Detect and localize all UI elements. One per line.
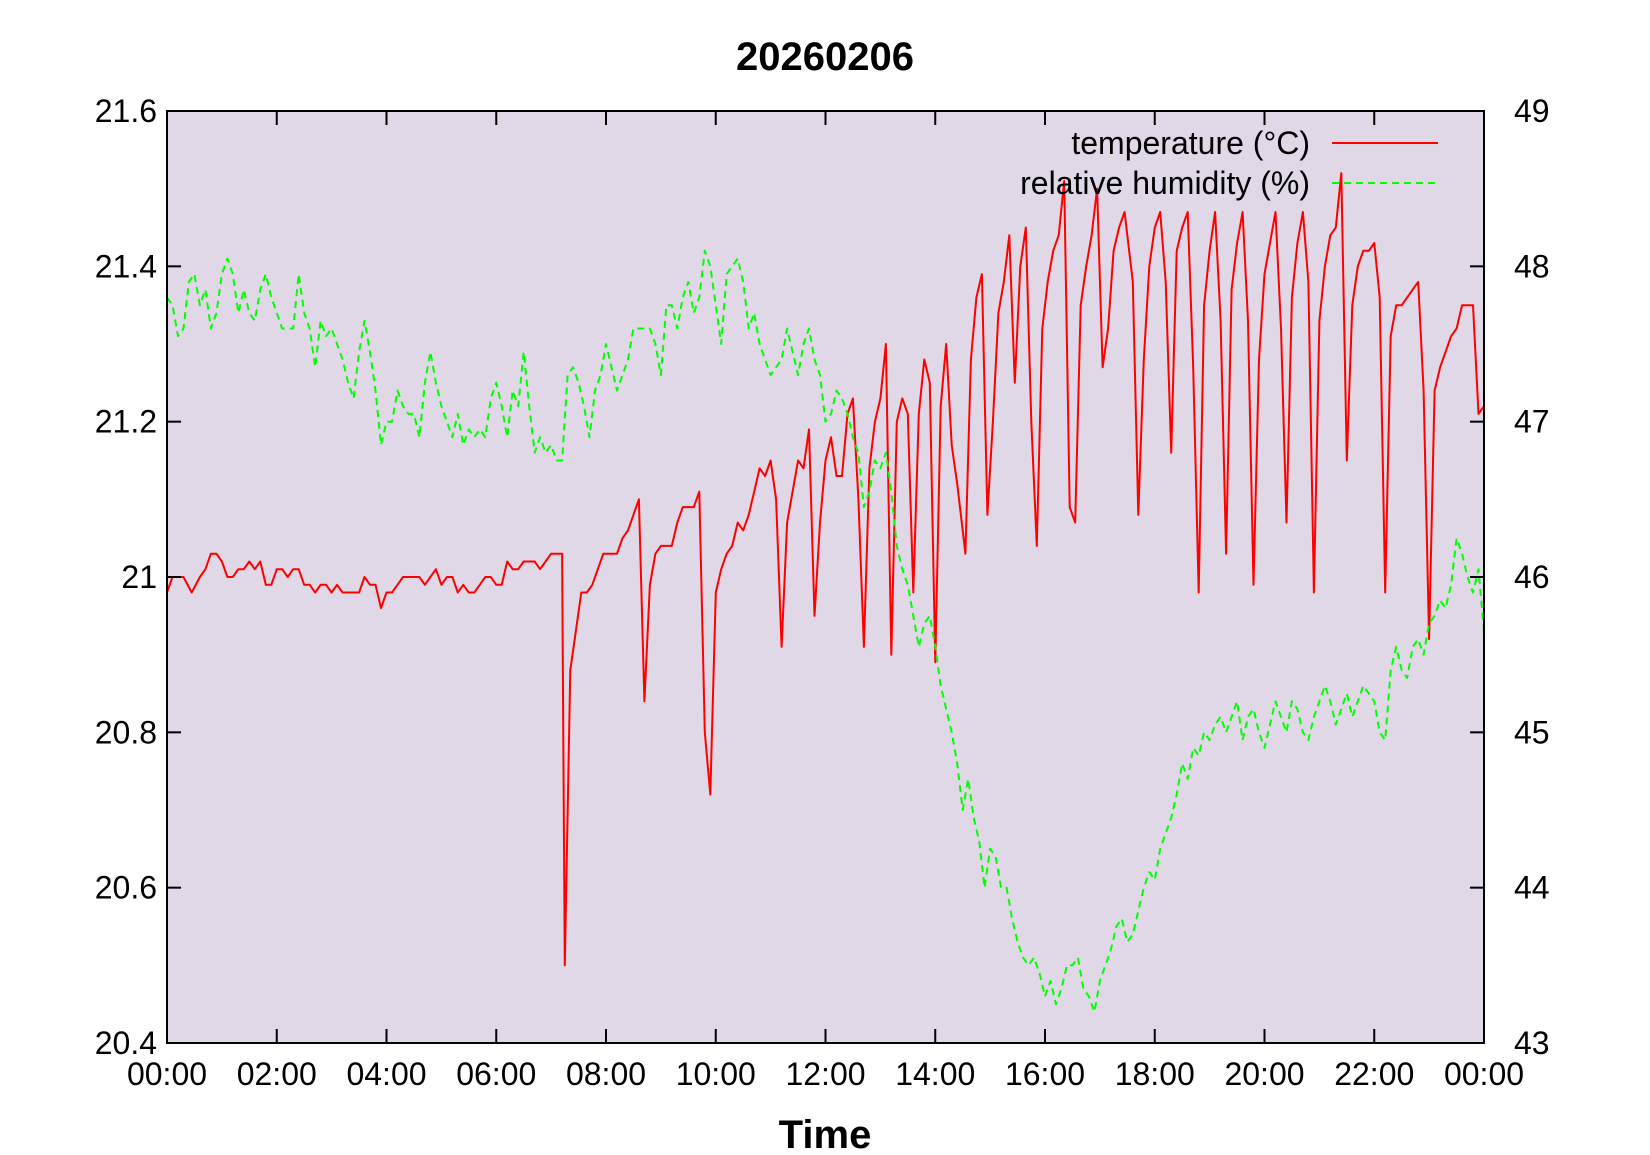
series-layer xyxy=(166,172,1485,1013)
legend: temperature (°C) relative humidity (%) xyxy=(1020,125,1438,201)
y-right-tick-label: 49 xyxy=(1514,93,1550,129)
y-left-tick-label: 20.4 xyxy=(95,1025,157,1061)
x-tick-label: 20:00 xyxy=(1224,1056,1304,1092)
y-right-tick-label: 44 xyxy=(1514,870,1550,906)
y-left-tick-label: 20.6 xyxy=(95,870,157,906)
x-tick-label: 08:00 xyxy=(566,1056,646,1092)
x-tick-label: 14:00 xyxy=(895,1056,975,1092)
temperature-series-line xyxy=(166,172,1485,967)
plot-area-background xyxy=(167,111,1484,1043)
y-right-tick-label: 47 xyxy=(1514,404,1550,440)
x-tick-label: 12:00 xyxy=(785,1056,865,1092)
y-left-tick-label: 21.4 xyxy=(95,248,157,284)
x-tick-label: 02:00 xyxy=(237,1056,317,1092)
x-tick-label: 06:00 xyxy=(456,1056,536,1092)
x-axis-labels: 00:00 02:00 04:00 06:00 08:00 10:00 12:00 14:00… xyxy=(127,1056,1524,1092)
x-axis-title: Time xyxy=(779,1113,872,1155)
y-right-tick-label: 46 xyxy=(1514,559,1550,595)
x-tick-label: 00:00 xyxy=(127,1056,207,1092)
y-right-tick-label: 48 xyxy=(1514,248,1550,284)
legend-label: relative humidity (%) xyxy=(1020,165,1310,201)
x-tick-label: 04:00 xyxy=(346,1056,426,1092)
chart-title: 20260206 xyxy=(736,35,914,79)
x-tick-label: 16:00 xyxy=(1005,1056,1085,1092)
ticks-layer xyxy=(166,110,1485,1044)
right-axis-labels: 43 44 45 46 47 48 49 xyxy=(1514,93,1550,1061)
y-left-tick-label: 21 xyxy=(121,559,157,595)
x-tick-label: 00:00 xyxy=(1444,1056,1524,1092)
legend-label: temperature (°C) xyxy=(1071,125,1310,161)
x-tick-label: 18:00 xyxy=(1115,1056,1195,1092)
y-left-tick-label: 21.6 xyxy=(95,93,157,129)
y-right-tick-label: 45 xyxy=(1514,714,1550,750)
left-axis-labels: 20.4 20.6 20.8 21 21.2 21.4 21.6 xyxy=(95,93,157,1061)
y-right-tick-label: 43 xyxy=(1514,1025,1550,1061)
x-tick-label: 10:00 xyxy=(676,1056,756,1092)
y-left-tick-label: 20.8 xyxy=(95,714,157,750)
y-left-tick-label: 21.2 xyxy=(95,404,157,440)
humidity-series-line xyxy=(166,249,1485,1013)
x-tick-label: 22:00 xyxy=(1334,1056,1414,1092)
